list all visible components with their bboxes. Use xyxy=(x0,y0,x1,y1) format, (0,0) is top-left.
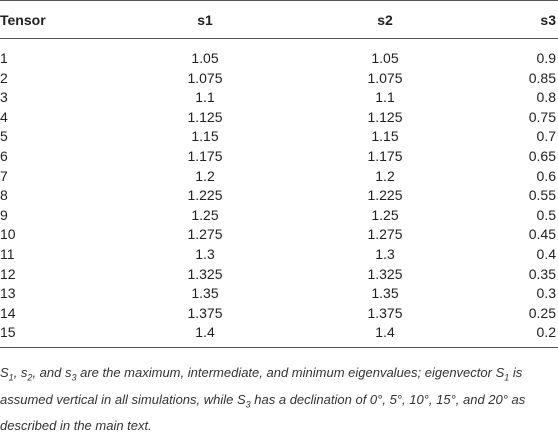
table-row: 15 1.4 1.4 0.2 xyxy=(0,323,558,348)
footnote-subscript: 2 xyxy=(27,372,33,383)
table-cell: 0.65 xyxy=(528,147,556,164)
table-row: 5 1.15 1.15 0.7 xyxy=(0,127,558,147)
table-header: Tensor s1 s2 s3 xyxy=(0,0,558,39)
footnote: S1, s2, and s3 are the maximum, intermed… xyxy=(0,362,552,437)
table-row: 11 1.3 1.3 0.4 xyxy=(0,245,558,265)
table-cell: 0.35 xyxy=(528,265,556,282)
table-cell: 1.125 xyxy=(367,108,403,125)
table-cell: 1.05 xyxy=(191,50,219,66)
table-cell: 0.4 xyxy=(536,245,556,262)
table-cell: 0.45 xyxy=(528,226,556,243)
table-row: 4 1.125 1.125 0.75 xyxy=(0,108,558,128)
footnote-text: is assumed vertical in all simulations, … xyxy=(0,364,523,407)
table-cell: 1.2 xyxy=(375,167,395,184)
column-header: s3 xyxy=(470,0,558,39)
footnote-subscript: 1 xyxy=(8,372,14,383)
data-table: Tensor s1 s2 s3 1 1.05 1.05 0.9 2 1.075 1.075 0.85… xyxy=(0,0,558,348)
table-cell: 0.25 xyxy=(528,304,556,321)
footnote-text: , and s xyxy=(32,364,72,380)
table-cell: 1.225 xyxy=(367,187,403,204)
footnote-text: S xyxy=(0,364,9,380)
table-cell: 1 xyxy=(0,50,8,66)
table-row: 14 1.375 1.375 0.25 xyxy=(0,304,558,324)
table-cell: 10 xyxy=(0,226,16,243)
table-cell: 9 xyxy=(0,206,8,223)
table-cell: 8 xyxy=(0,187,8,204)
table-cell: 1.25 xyxy=(191,206,219,223)
footnote-subscript: 3 xyxy=(245,399,251,410)
footnote-text: has a declination of 0°, 5°, 10°, 15°, a… xyxy=(0,391,526,434)
table-cell: 1.1 xyxy=(195,89,215,106)
table-row: 6 1.175 1.175 0.65 xyxy=(0,147,558,167)
table-row: 3 1.1 1.1 0.8 xyxy=(0,88,558,108)
table-cell: 1.15 xyxy=(191,128,219,145)
table-cell: 1.275 xyxy=(187,226,223,243)
table-cell: 11 xyxy=(0,245,15,262)
table-row: 2 1.075 1.075 0.85 xyxy=(0,69,558,89)
table-cell: 1.375 xyxy=(187,304,223,321)
table-cell: 0.7 xyxy=(536,128,556,145)
column-header: s2 xyxy=(300,0,470,39)
table-cell: 7 xyxy=(0,167,8,184)
table-cell: 0.6 xyxy=(536,167,556,184)
footnote-subscript: 1 xyxy=(504,372,510,383)
table-cell: 1.1 xyxy=(375,89,395,106)
table-cell: 4 xyxy=(0,108,8,125)
table-cell: 0.75 xyxy=(528,108,556,125)
table-cell: 0.5 xyxy=(536,206,556,223)
footnote-text: , s xyxy=(13,364,28,380)
table-row: 12 1.325 1.325 0.35 xyxy=(0,265,558,285)
table-cell: 0.3 xyxy=(536,285,556,302)
table-cell: 1.4 xyxy=(300,323,470,348)
table-cell: 1.4 xyxy=(110,323,300,348)
footnote-subscript: 3 xyxy=(71,372,77,383)
table-cell: 5 xyxy=(0,128,8,145)
header-row: Tensor s1 s2 s3 xyxy=(0,0,558,39)
table-cell: 1.35 xyxy=(191,285,219,302)
table-cell: 0.8 xyxy=(536,89,556,106)
table-cell: 6 xyxy=(0,147,8,164)
table-cell: 13 xyxy=(0,285,16,302)
table-row: 10 1.275 1.275 0.45 xyxy=(0,225,558,245)
table-cell: 0.55 xyxy=(528,187,556,204)
table-cell: 1.325 xyxy=(367,265,403,282)
table-cell: 1.075 xyxy=(367,69,403,86)
table-cell: 1.125 xyxy=(187,108,223,125)
table-cell: 1.05 xyxy=(371,50,399,66)
footnote-text: are the maximum, intermediate, and minim… xyxy=(76,364,505,380)
table-cell: 2 xyxy=(0,69,8,86)
table-cell: 1.3 xyxy=(375,245,395,262)
table-cell: 0.2 xyxy=(470,323,558,348)
table-cell: 1.175 xyxy=(187,147,223,164)
table-cell: 1.075 xyxy=(187,69,223,86)
table-cell: 12 xyxy=(0,265,16,282)
table-body: 1 1.05 1.05 0.9 2 1.075 1.075 0.85 3 1.1 1.1 0.8 4 1.… xyxy=(0,39,558,348)
table-row: 8 1.225 1.225 0.55 xyxy=(0,186,558,206)
table-row: 13 1.35 1.35 0.3 xyxy=(0,284,558,304)
table-cell: 14 xyxy=(0,304,16,321)
table-cell: 1.175 xyxy=(367,147,403,164)
table-row: 7 1.2 1.2 0.6 xyxy=(0,167,558,187)
table-cell: 1.35 xyxy=(371,285,399,302)
table-cell: 0.85 xyxy=(528,69,556,86)
table-cell: 3 xyxy=(0,89,8,106)
table-cell: 1.325 xyxy=(187,265,223,282)
table-row: 9 1.25 1.25 0.5 xyxy=(0,206,558,226)
table-cell: 1.3 xyxy=(195,245,215,262)
table-cell: 1.2 xyxy=(195,167,215,184)
table-cell: 1.25 xyxy=(371,206,399,223)
table-cell: 15 xyxy=(0,323,110,348)
table-cell: 1.275 xyxy=(367,226,403,243)
table-cell: 0.9 xyxy=(536,50,556,66)
table-row: 1 1.05 1.05 0.9 xyxy=(0,39,558,69)
table-cell: 1.225 xyxy=(187,187,223,204)
table-cell: 1.15 xyxy=(371,128,399,145)
table-cell: 1.375 xyxy=(367,304,403,321)
column-header: Tensor xyxy=(0,0,110,39)
column-header: s1 xyxy=(110,0,300,39)
